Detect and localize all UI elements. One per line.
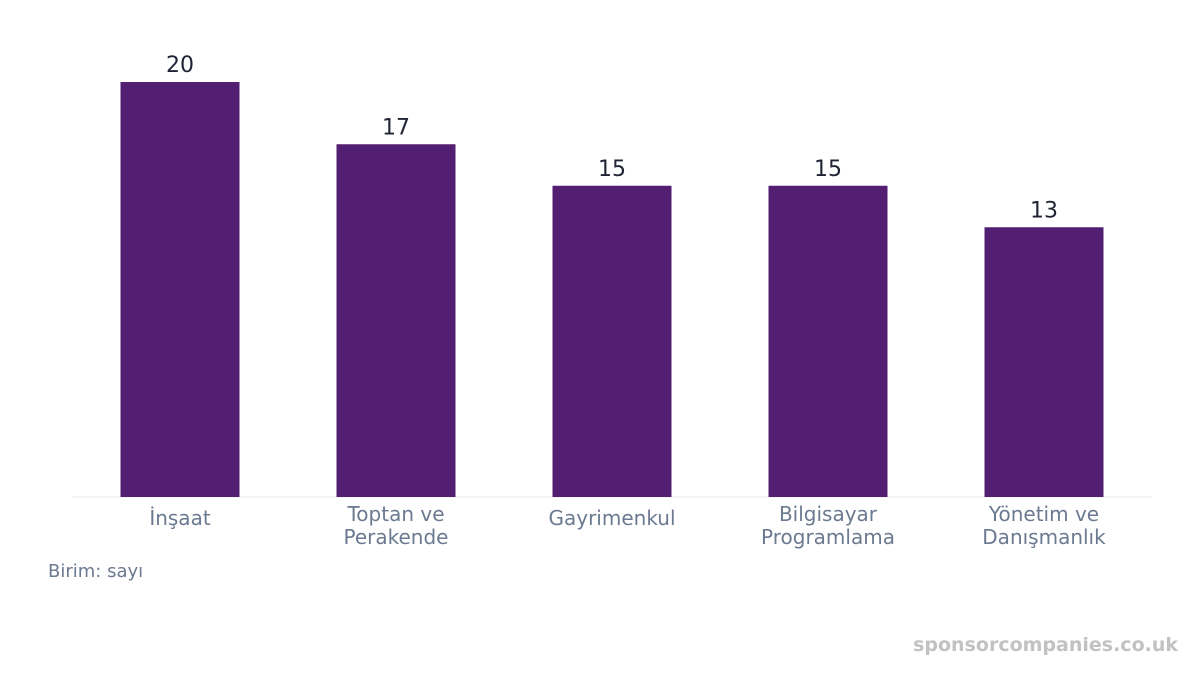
- bars-group: [120, 82, 1104, 497]
- category-label: Perakende: [344, 525, 449, 549]
- bar-value-label: 17: [382, 115, 410, 140]
- category-label: Programlama: [761, 525, 895, 549]
- bar: [984, 227, 1104, 497]
- bar: [552, 185, 672, 497]
- bar-value-label: 15: [598, 157, 626, 182]
- bar-value-label: 13: [1030, 198, 1058, 223]
- unit-note: Birim: sayı: [48, 561, 144, 582]
- category-label: Bilgisayar: [779, 502, 878, 526]
- bar: [120, 82, 240, 497]
- bar-value-label: 20: [166, 53, 194, 78]
- category-label: Danışmanlık: [982, 525, 1106, 549]
- bar: [768, 185, 888, 497]
- category-label: Toptan ve: [346, 502, 444, 526]
- category-label: Yönetim ve: [988, 502, 1099, 526]
- watermark: sponsorcompanies.co.uk: [913, 634, 1178, 656]
- category-label: İnşaat: [149, 506, 211, 530]
- bar: [336, 144, 456, 497]
- value-labels-group: 20 17 15 15 13: [166, 53, 1058, 223]
- category-label: Gayrimenkul: [548, 506, 675, 530]
- bar-value-label: 15: [814, 157, 842, 182]
